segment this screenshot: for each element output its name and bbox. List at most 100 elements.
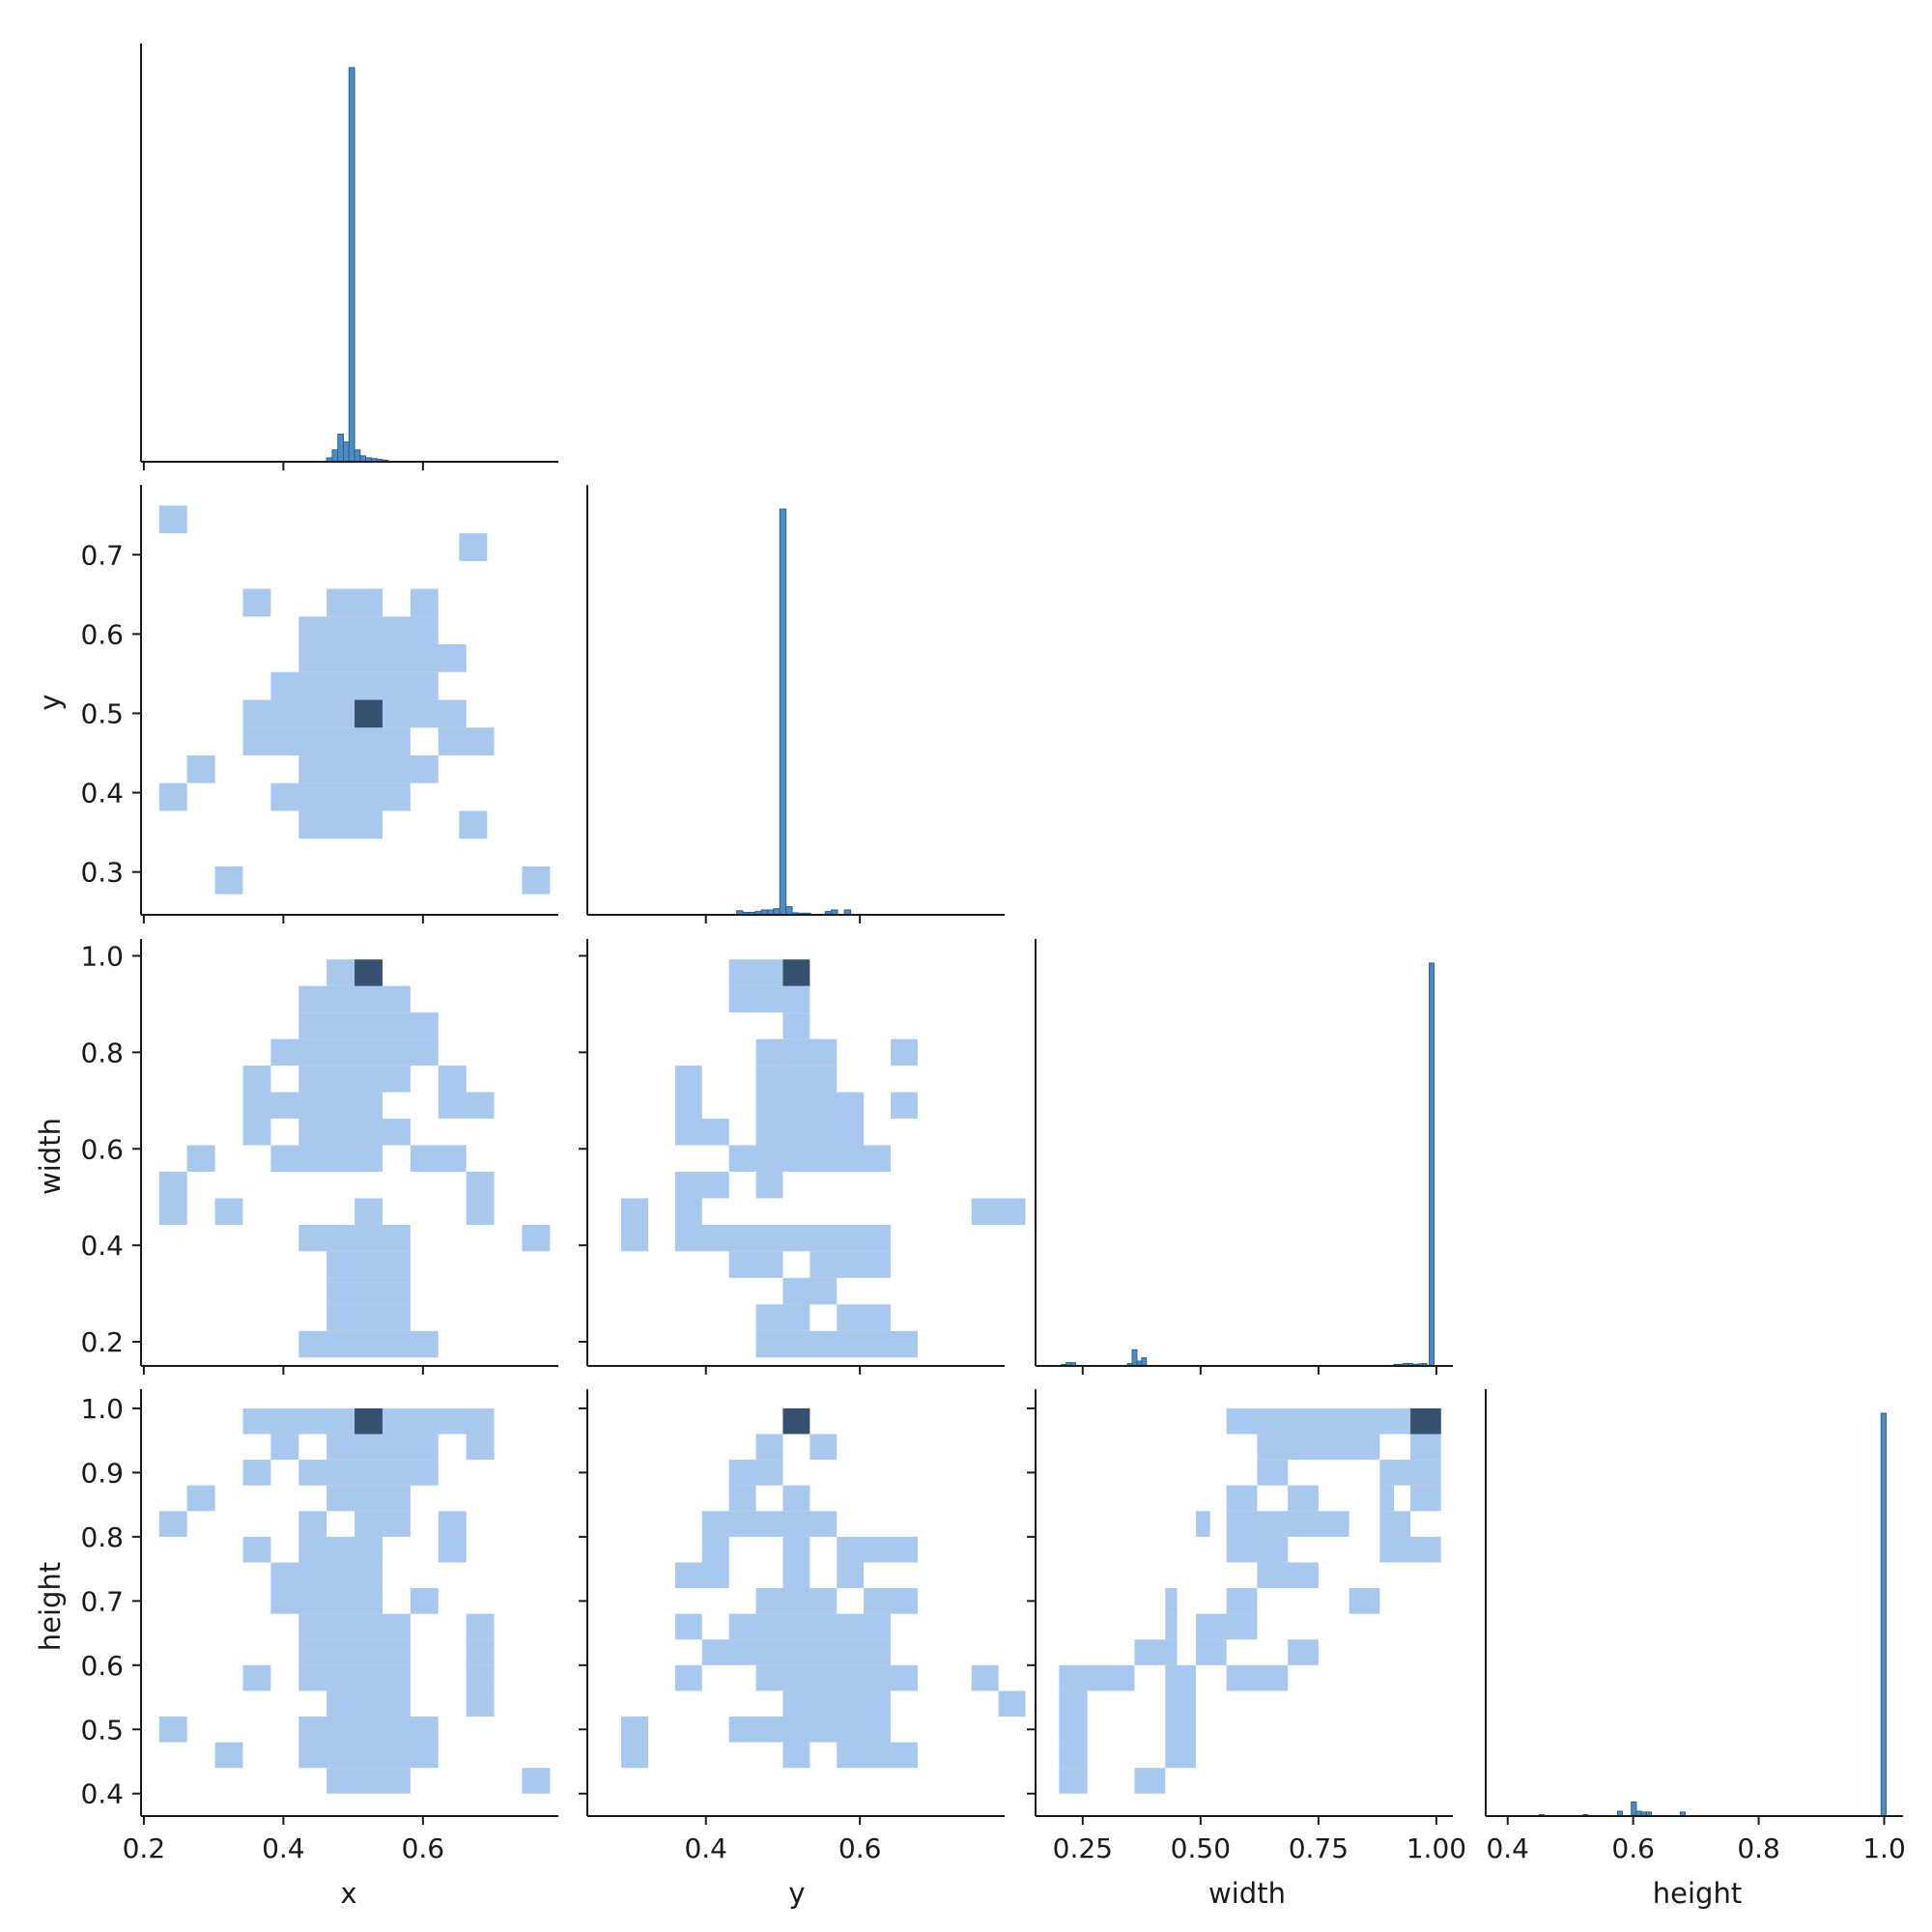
heatmap-cell [410, 588, 439, 617]
heatmap-cell [1134, 1639, 1178, 1665]
x-tick-label: 0.25 [1053, 1833, 1113, 1864]
heatmap-cell [298, 1224, 411, 1252]
heatmap-cell [466, 1664, 495, 1691]
heatmap-cell [1226, 1536, 1289, 1563]
heatmap-cell [674, 1171, 729, 1199]
heatmap-cell [1288, 1639, 1319, 1665]
heatmap-cell [298, 754, 439, 783]
heatmap-cell [298, 1613, 411, 1640]
heatmap-cell [522, 866, 551, 895]
heatmap-cell [755, 1092, 865, 1120]
heatmap-cell [242, 1664, 271, 1691]
heatmap-cell [728, 1485, 756, 1512]
heatmap-cell [158, 782, 187, 811]
heatmap-cell [755, 1171, 783, 1199]
heatmap-cell [971, 1664, 999, 1691]
heatmap-cell [674, 1119, 729, 1146]
histogram-bar [1141, 1357, 1148, 1367]
heatmap-cell [1410, 1434, 1441, 1461]
heatmap-cell [242, 727, 411, 755]
heatmap-cell [782, 1012, 810, 1039]
heatmap-cell [621, 1716, 648, 1743]
heatmap-cell [298, 985, 411, 1013]
heatmap-cell [214, 1198, 243, 1225]
y-tick-label: 0.9 [80, 1457, 124, 1489]
histogram-bar [354, 449, 361, 463]
y-tick-label: 0.8 [80, 1037, 124, 1068]
heatmap-cell [1226, 1485, 1258, 1512]
heatmap-cell [728, 1460, 783, 1486]
y-axis-label-width: width [34, 1118, 67, 1195]
heatmap-cell [674, 1613, 702, 1640]
heatmap-cell [1379, 1460, 1441, 1486]
x-tick-label: 1.00 [1406, 1833, 1466, 1864]
heatmap-cell [327, 1304, 411, 1331]
heatmap-cell [1165, 1664, 1196, 1691]
heatmap-cell [1257, 1434, 1380, 1461]
heatmap-cell [459, 533, 488, 561]
heatmap-cell [158, 1716, 187, 1743]
heatmap-cell [270, 1434, 299, 1461]
heatmap-cell [466, 1171, 495, 1199]
heatmap-cell [1059, 1690, 1088, 1717]
heatmap-cell [410, 1145, 467, 1172]
heatmap-cell [1379, 1536, 1441, 1563]
heatmap-cell [864, 1588, 918, 1614]
y-tick-label: 0.6 [80, 618, 124, 650]
histogram-bar [1131, 1349, 1138, 1367]
heatmap-cell [298, 1460, 439, 1486]
heatmap-cell [466, 1434, 495, 1461]
heatmap-cell [242, 588, 271, 617]
heatmap-cell [755, 1588, 838, 1614]
heatmap-cell [755, 1038, 783, 1066]
heatmap-cell [755, 1065, 838, 1093]
x-axis-label-width: width [1208, 1877, 1286, 1910]
heatmap-cell [837, 1304, 892, 1331]
heatmap-cell [382, 699, 467, 728]
heatmap-cell [1195, 1511, 1210, 1537]
heatmap-cell [298, 1511, 327, 1537]
heatmap-cell [298, 1119, 411, 1146]
heatmap-cell [242, 1460, 271, 1486]
heatmap-cell [621, 1742, 648, 1769]
heatmap-cell [158, 505, 187, 534]
heatmap-cell [327, 1485, 411, 1512]
heatmap-cell [755, 1434, 783, 1461]
heatmap-cell [1059, 1768, 1088, 1794]
heatmap-y-vs-height [621, 1407, 1026, 1769]
y-tick-label: 1.0 [80, 1393, 124, 1425]
heatmap-cell [298, 1742, 439, 1769]
heatmap-x-vs-height [158, 1407, 551, 1794]
heatmap-cell [998, 1690, 1026, 1717]
heatmap-cell [728, 985, 810, 1013]
heatmap-cell-peak [1410, 1407, 1441, 1435]
heatmap-cell [438, 1065, 467, 1093]
x-tick-label: 0.4 [262, 1833, 305, 1864]
y-tick-label: 0.7 [80, 539, 124, 571]
y-tick-label: 1.0 [80, 940, 124, 972]
heatmap-width-vs-height [1059, 1407, 1441, 1794]
heatmap-cell [701, 1536, 729, 1563]
heatmap-cell [755, 1304, 810, 1331]
heatmap-cell [186, 1145, 215, 1172]
heatmap-cell-peak [355, 959, 383, 986]
heatmap-cell [891, 1092, 918, 1120]
heatmap-cell [459, 810, 488, 839]
x-tick-label: 0.6 [1611, 1833, 1655, 1864]
heatmap-cell [1226, 1407, 1411, 1435]
y-tick-label: 0.5 [80, 1714, 124, 1746]
heatmap-cell [327, 959, 355, 986]
histogram-bar [337, 433, 344, 463]
heatmap-cell [355, 1198, 383, 1225]
heatmap-cell [438, 1536, 467, 1563]
heatmap-cell [382, 1407, 495, 1435]
heatmap-cell [298, 1330, 439, 1358]
heatmap-cell [438, 1511, 467, 1537]
heatmap-cell [1059, 1716, 1088, 1743]
heatmap-cell [242, 1536, 271, 1563]
heatmap-cell [891, 1038, 918, 1066]
y-tick-label: 0.8 [80, 1521, 124, 1553]
heatmap-cell-peak [782, 959, 810, 986]
heatmap-cell [327, 1434, 439, 1461]
